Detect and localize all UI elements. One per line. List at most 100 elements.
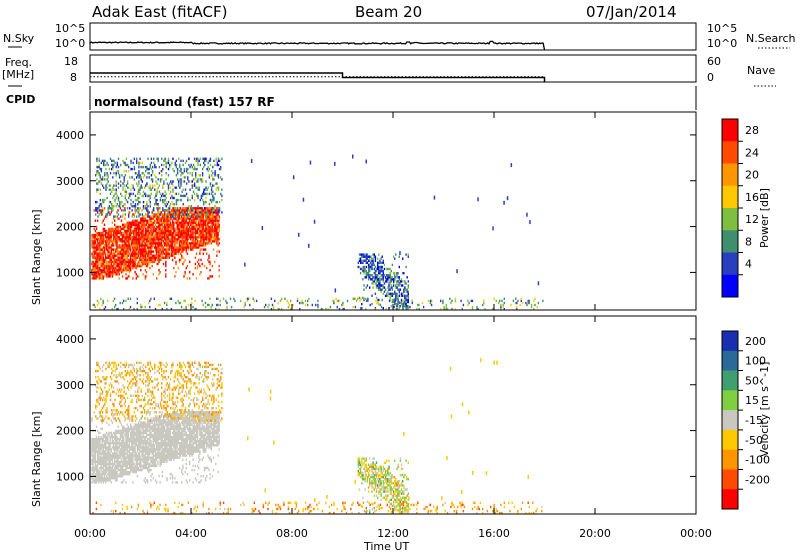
- heatmap-cell: [159, 256, 161, 259]
- heatmap-cell: [146, 452, 149, 455]
- heatmap-cell: [370, 255, 372, 258]
- heatmap-cell: [107, 246, 109, 249]
- heatmap-cell: [103, 209, 105, 212]
- heatmap-cell: [445, 303, 447, 307]
- heatmap-cell: [118, 444, 120, 447]
- heatmap-cell: [204, 209, 207, 212]
- heatmap-cell: [210, 275, 212, 278]
- heatmap-cell: [148, 172, 150, 175]
- heatmap-cell: [153, 225, 156, 229]
- heatmap-cell: [101, 240, 103, 243]
- heatmap-cell: [100, 437, 102, 441]
- heatmap-cell: [91, 444, 93, 447]
- heatmap-cell: [106, 182, 108, 185]
- heatmap-cell: [104, 256, 107, 259]
- heatmap-cell: [98, 475, 100, 478]
- heatmap-cell: [128, 464, 131, 468]
- heatmap-cell: [135, 429, 137, 433]
- heatmap-cell: [176, 223, 178, 226]
- heatmap-cell: [182, 159, 184, 163]
- heatmap-cell: [371, 294, 373, 297]
- heatmap-cell: [171, 236, 174, 239]
- heatmap-cell: [218, 200, 221, 204]
- heatmap-cell: [141, 254, 143, 257]
- heatmap-cell: [201, 215, 203, 218]
- heatmap-cell: [145, 242, 148, 245]
- heatmap-cell: [120, 431, 123, 435]
- heatmap-cell: [98, 437, 100, 441]
- heatmap-cell: [114, 236, 116, 239]
- heatmap-cell: [125, 442, 127, 445]
- heatmap-cell: [98, 431, 100, 435]
- heatmap-cell: [152, 217, 154, 220]
- heatmap-cell: [158, 273, 160, 276]
- heatmap-cell: [134, 231, 136, 235]
- heatmap-cell: [126, 200, 129, 204]
- heatmap-cell: [103, 207, 106, 210]
- heatmap-cell: [141, 421, 143, 424]
- heatmap-cell: [149, 254, 151, 257]
- heatmap-cell: [114, 260, 116, 264]
- heatmap-cell: [101, 479, 103, 482]
- heatmap-cell: [492, 307, 494, 311]
- heatmap-cell: [360, 297, 362, 300]
- heatmap-cell: [155, 176, 157, 179]
- heatmap-cell: [102, 464, 104, 468]
- heatmap-cell: [110, 450, 112, 453]
- heatmap-cell: [136, 275, 139, 278]
- heatmap-cell: [406, 288, 408, 291]
- heatmap-cell: [103, 233, 106, 237]
- heatmap-cell: [95, 464, 98, 468]
- heatmap-cell: [100, 167, 103, 171]
- heatmap-cell: [123, 307, 125, 311]
- heatmap-cell: [161, 254, 164, 257]
- heatmap-cell: [117, 468, 119, 472]
- heatmap-cell: [137, 466, 140, 470]
- heatmap-cell: [166, 231, 168, 235]
- heatmap-cell: [141, 165, 143, 169]
- heatmap-cell: [128, 466, 131, 470]
- heatmap-cell: [101, 248, 103, 251]
- heatmap-cell: [134, 437, 136, 441]
- heatmap-cell: [100, 481, 102, 484]
- heatmap-cell: [92, 273, 94, 276]
- heatmap-cell: [309, 160, 312, 165]
- heatmap-cell: [180, 170, 182, 173]
- heatmap-cell: [221, 188, 223, 191]
- heatmap-cell: [183, 167, 186, 171]
- colorbar-swatch: [722, 141, 738, 164]
- heatmap-cell: [102, 470, 104, 474]
- heatmap-cell: [160, 256, 162, 259]
- heatmap-cell: [149, 165, 151, 169]
- heatmap-cell: [98, 246, 100, 249]
- heatmap-cell: [151, 180, 154, 183]
- heatmap-cell: [111, 446, 114, 449]
- heatmap-cell: [135, 223, 137, 226]
- heatmap-cell: [296, 299, 299, 303]
- heatmap-cell: [104, 233, 107, 237]
- heatmap-cell: [389, 288, 391, 291]
- heatmap-cell: [155, 194, 157, 198]
- heatmap-cell: [119, 421, 122, 424]
- heatmap-cell: [99, 460, 101, 463]
- heatmap-cell: [184, 240, 186, 243]
- heatmap-cell: [181, 240, 183, 243]
- heatmap-cell: [134, 236, 136, 239]
- heatmap-cell: [218, 264, 220, 268]
- heatmap-cell: [92, 269, 94, 272]
- heatmap-cell: [174, 207, 176, 210]
- heatmap-cell: [96, 269, 99, 272]
- heatmap-cell: [123, 458, 125, 461]
- heatmap-cell: [136, 450, 139, 453]
- heatmap-cell: [119, 431, 122, 435]
- heatmap-cell: [141, 464, 143, 468]
- heatmap-cell: [133, 425, 135, 428]
- heatmap-cell: [186, 233, 189, 237]
- heatmap-cell: [112, 176, 114, 179]
- heatmap-cell: [99, 180, 101, 183]
- heatmap-cell: [129, 437, 132, 441]
- heatmap-cell: [131, 231, 133, 235]
- heatmap-cell: [121, 248, 124, 251]
- heatmap-cell: [156, 217, 158, 220]
- heatmap-cell: [185, 211, 188, 214]
